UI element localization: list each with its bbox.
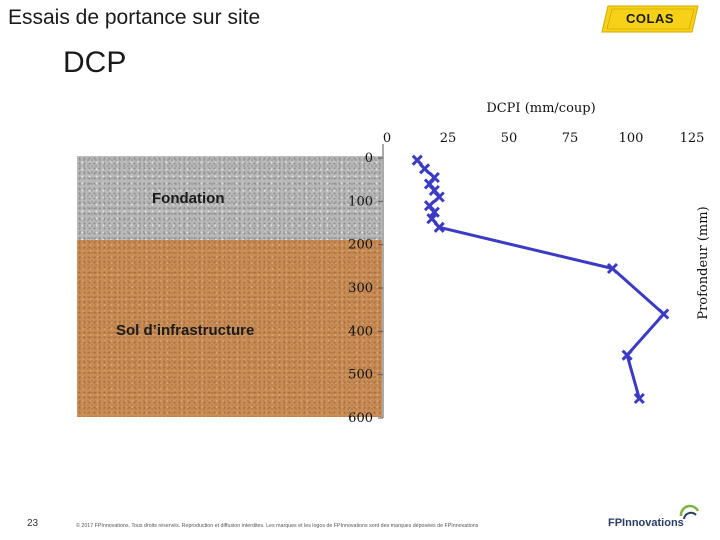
axes <box>378 144 384 419</box>
marker-stroke <box>423 178 436 190</box>
colas-logo: COLAS <box>598 4 702 34</box>
foundation-label: Fondation <box>152 190 225 207</box>
y-tick-label: 500 <box>348 368 373 383</box>
foundation-layer <box>77 156 382 240</box>
marker-stroke <box>433 191 445 203</box>
x-tick-labels: 0 25 50 75 100 125 <box>383 131 705 146</box>
marker-stroke <box>621 349 633 361</box>
subgrade-layer <box>77 240 382 417</box>
y-tick-label: 400 <box>348 324 373 339</box>
data-point-marker <box>433 221 445 233</box>
subgrade-label: Sol d’infrastructure <box>116 322 255 339</box>
marker-stroke <box>428 206 440 218</box>
colas-logo-shape <box>601 5 699 33</box>
marker-stroke <box>658 308 670 320</box>
marker-stroke <box>411 154 423 166</box>
marker-stroke <box>419 163 431 175</box>
marker-stroke <box>633 392 645 405</box>
fpinnovations-logo-icon <box>679 504 700 520</box>
slide-subtitle: DCP <box>63 46 127 79</box>
slide-title: Essais de portance sur site <box>8 6 261 29</box>
x-tick-label: 0 <box>383 131 391 146</box>
fpinnovations-logo-text: FPInnovations <box>608 517 684 529</box>
data-point-marker <box>606 262 619 275</box>
x-tick-label: 50 <box>501 131 518 146</box>
data-point-marker <box>426 213 438 225</box>
y-tick-label: 200 <box>348 238 373 253</box>
footer-copyright: © 2017 FPInnovations. Tous droits réserv… <box>76 523 479 529</box>
x-tick-label: 75 <box>562 131 579 146</box>
data-point-marker <box>621 349 633 361</box>
x-tick-label: 25 <box>440 131 457 146</box>
marker-stroke <box>433 221 445 233</box>
data-point-marker <box>433 191 445 203</box>
marker-stroke <box>606 262 619 275</box>
data-point-marker <box>658 308 670 320</box>
y-tick-label: 100 <box>348 194 373 209</box>
data-point-marker <box>411 154 423 166</box>
colas-logo-text: COLAS <box>626 11 674 26</box>
x-tick-label: 100 <box>619 131 644 146</box>
y-tick-labels: 0 100 200 300 400 500 600 <box>348 151 373 426</box>
y-axis-label: Profondeur (mm) <box>696 206 711 319</box>
y-tick-label: 600 <box>348 411 373 426</box>
series-markers <box>411 154 670 405</box>
page-number: 23 <box>27 518 39 529</box>
marker-stroke <box>423 200 436 212</box>
marker-stroke <box>428 184 440 197</box>
y-tick-label: 300 <box>348 281 373 296</box>
marker-stroke <box>426 213 438 225</box>
y-tick-label: 0 <box>365 151 373 166</box>
chart-title: DCPI (mm/coup) <box>486 101 595 116</box>
data-point-marker <box>633 392 645 405</box>
data-point-marker <box>419 163 431 175</box>
x-tick-label: 125 <box>680 131 705 146</box>
